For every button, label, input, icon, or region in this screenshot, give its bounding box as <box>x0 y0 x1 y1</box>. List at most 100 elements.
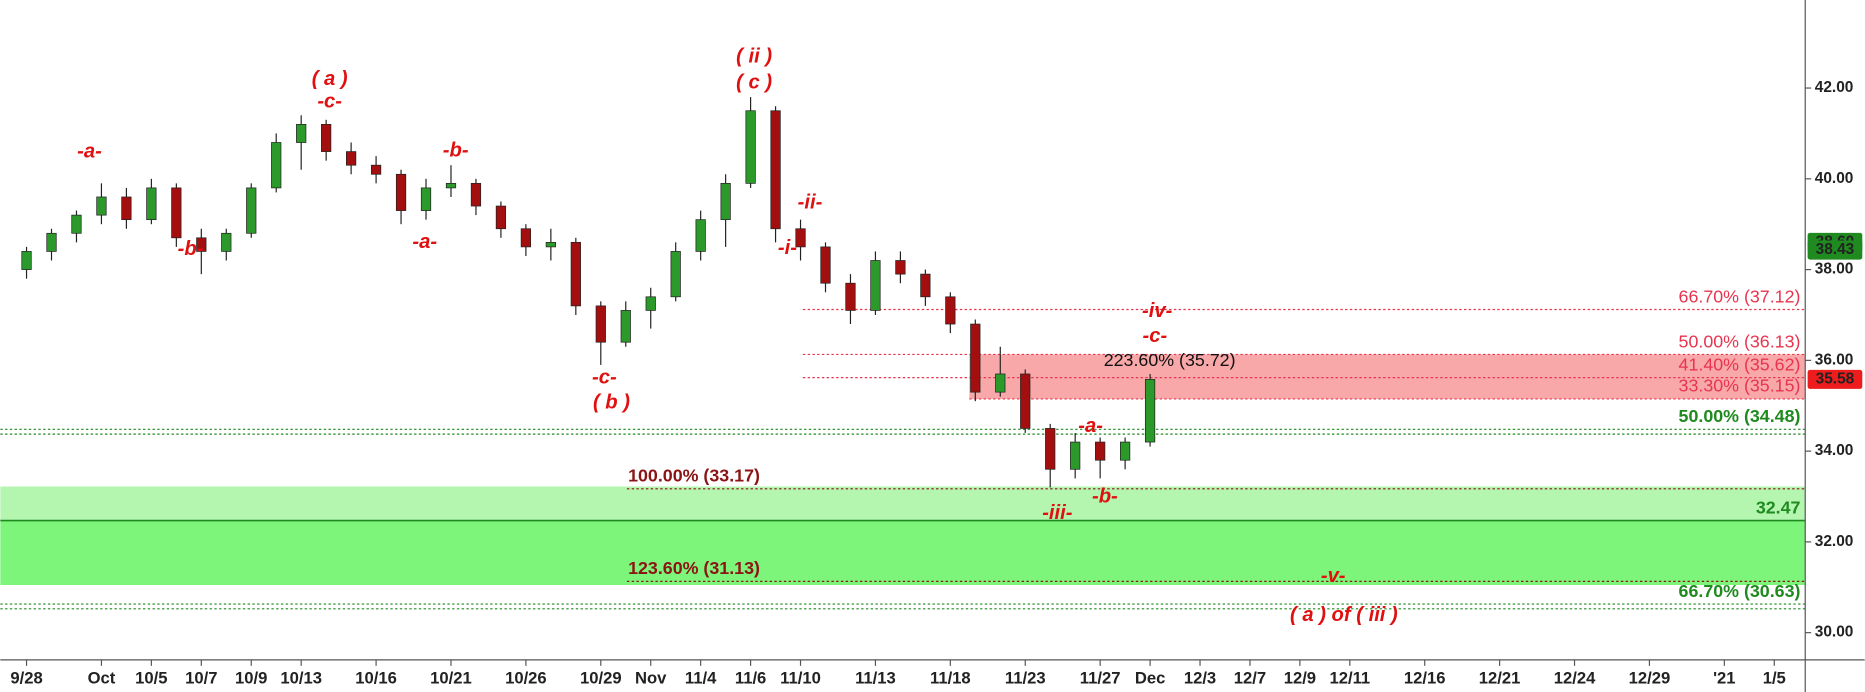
wave-label: -iii- <box>1042 502 1073 524</box>
x-tick-label: 11/4 <box>685 668 717 687</box>
wave-label: -i- <box>778 237 797 259</box>
candle-body <box>1070 441 1081 470</box>
wave-label: -iv- <box>1142 300 1173 322</box>
candle-body <box>46 232 57 252</box>
candle-body <box>146 187 157 221</box>
x-tick-label: 10/13 <box>280 668 322 687</box>
x-tick-label: 1/5 <box>1763 668 1786 687</box>
price-label-box <box>1807 369 1863 389</box>
x-tick-label: 12/11 <box>1329 668 1370 687</box>
candle-body <box>1119 441 1131 461</box>
candle-body <box>845 282 856 311</box>
wave-label: -b- <box>1092 485 1118 507</box>
candle-body <box>321 123 332 152</box>
x-tick-label: 12/7 <box>1234 668 1266 687</box>
x-tick-label: 10/21 <box>430 668 472 687</box>
candle-body <box>520 228 532 248</box>
candle-body <box>945 296 956 325</box>
wave-label: -a- <box>77 141 102 163</box>
candle-body <box>620 310 631 343</box>
wave-label: -ii- <box>798 192 823 214</box>
candle-body <box>445 182 457 189</box>
level-label: 50.00% (36.13) <box>1679 331 1801 351</box>
x-tick-label: 12/29 <box>1629 668 1671 687</box>
y-tick-label: 36.00 <box>1815 351 1854 368</box>
x-tick-label: Nov <box>635 668 667 687</box>
price-label: 38.43 <box>1816 241 1855 258</box>
candle-body <box>370 164 382 175</box>
x-tick-label: 12/9 <box>1284 668 1316 687</box>
candle-body <box>1020 373 1031 429</box>
candle-body <box>770 110 781 230</box>
wave-label: ( c ) <box>736 72 772 94</box>
level-label: 100.00% (33.17) <box>628 466 760 486</box>
x-tick-label: '21 <box>1713 668 1735 687</box>
level-label: 223.60% (35.72) <box>1104 350 1236 370</box>
zone <box>969 354 1806 399</box>
candle-body <box>870 260 881 311</box>
candle-body <box>21 251 32 270</box>
wave-label: -a- <box>1078 415 1103 437</box>
level-label: 66.70% (37.12) <box>1679 286 1801 306</box>
candle-body <box>570 241 581 307</box>
candle-body <box>595 305 606 343</box>
price-label-box <box>1807 240 1863 260</box>
x-tick-label: 11/18 <box>930 668 971 687</box>
x-tick-label: 9/28 <box>10 668 42 687</box>
wave-label: -b- <box>178 238 204 260</box>
level-label: 66.70% (30.63) <box>1679 581 1801 601</box>
candle-body <box>820 246 831 284</box>
x-tick-label: 11/6 <box>735 668 766 687</box>
candle-body <box>645 296 656 311</box>
y-tick-label: 40.00 <box>1815 170 1854 187</box>
candle-body <box>96 196 107 216</box>
wave-label: -c- <box>1142 325 1167 347</box>
candle-body <box>695 219 706 252</box>
wave-label: -a- <box>412 231 437 253</box>
level-label: 123.60% (31.13) <box>628 558 760 578</box>
wave-label: ( b ) <box>593 391 630 413</box>
candle-body <box>670 251 681 298</box>
candle-body <box>171 187 182 239</box>
candle-body <box>420 187 432 211</box>
candle-body <box>920 273 931 298</box>
x-tick-label: 10/29 <box>580 668 622 687</box>
candle-body <box>495 205 507 230</box>
candle-body <box>545 241 556 248</box>
x-tick-label: 12/24 <box>1554 668 1596 687</box>
wave-label: -c- <box>317 91 342 113</box>
candle-body <box>71 214 82 234</box>
x-tick-label: 10/5 <box>135 668 167 687</box>
wave-label: ( ii ) <box>736 45 772 67</box>
x-tick-label: 10/9 <box>235 668 267 687</box>
zone <box>0 486 1806 521</box>
x-tick-label: 10/7 <box>185 668 217 687</box>
candle-body <box>221 232 232 252</box>
y-tick-label: 32.00 <box>1815 533 1854 550</box>
wave-label: -c- <box>592 366 617 388</box>
zone <box>0 520 1806 586</box>
candle-body <box>470 182 482 207</box>
candle-body <box>271 142 282 189</box>
candle-body <box>1045 428 1056 470</box>
x-tick-label: 12/21 <box>1479 668 1521 687</box>
x-tick-label: 12/16 <box>1404 668 1446 687</box>
level-label: 41.40% (35.62) <box>1679 354 1801 374</box>
candle-body <box>795 228 806 248</box>
level-label: 32.47 <box>1756 497 1801 517</box>
x-tick-label: 11/13 <box>855 668 896 687</box>
y-tick-label: 34.00 <box>1815 442 1854 459</box>
level-label: 33.30% (35.15) <box>1679 376 1801 396</box>
x-tick-label: 11/27 <box>1080 668 1121 687</box>
price-label: 35.58 <box>1816 370 1855 387</box>
wave-label: -b- <box>443 139 469 161</box>
candle-body <box>720 182 731 221</box>
candle-body <box>745 110 756 184</box>
x-tick-label: 11/10 <box>780 668 821 687</box>
candle-body <box>346 151 357 166</box>
x-tick-label: Dec <box>1135 668 1166 687</box>
x-tick-label: 11/23 <box>1005 668 1046 687</box>
candle-body <box>395 173 407 211</box>
candle-body <box>895 260 906 275</box>
